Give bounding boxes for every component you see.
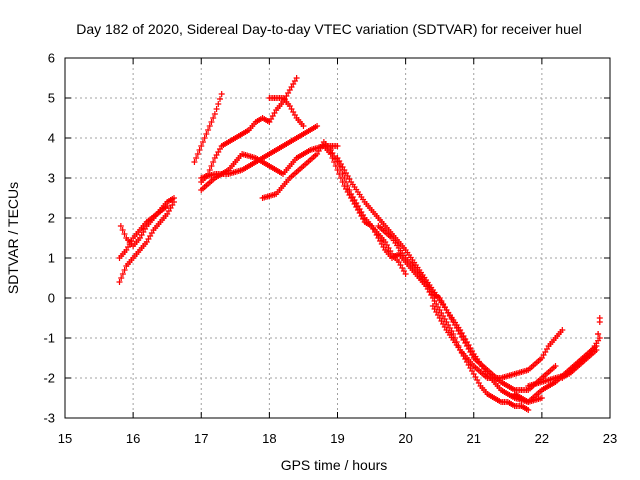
x-tick-label: 23 — [603, 431, 617, 446]
series-track-i — [266, 95, 307, 129]
data-point — [116, 279, 123, 285]
x-tick-label: 17 — [194, 431, 208, 446]
data-point — [201, 135, 208, 141]
data-point — [119, 227, 126, 233]
data-point — [196, 147, 203, 153]
series-track-q — [559, 335, 603, 381]
chart-title: Day 182 of 2020, Sidereal Day-to-day VTE… — [76, 21, 582, 37]
data-point — [194, 151, 201, 157]
data-point — [213, 106, 220, 112]
series-track-d — [191, 91, 225, 165]
data-point — [215, 101, 222, 107]
data-point — [331, 159, 338, 165]
data-point — [329, 155, 336, 161]
data-point — [198, 143, 205, 149]
data-point — [327, 151, 334, 157]
data-point — [171, 195, 177, 201]
y-axis-label: SDTVAR / TECUs — [5, 182, 21, 294]
data-point — [300, 123, 307, 129]
data-point — [121, 267, 128, 273]
data-point — [191, 159, 198, 165]
data-point — [337, 175, 344, 181]
data-point — [559, 327, 566, 333]
data-point — [334, 143, 341, 149]
data-point — [314, 123, 321, 129]
x-axis: 15 16 17 18 19 20 21 22 23 — [58, 58, 617, 446]
data-point — [119, 271, 126, 277]
series-track-m — [375, 223, 559, 393]
x-tick-label: 19 — [330, 431, 344, 446]
data-point — [208, 119, 215, 125]
x-tick-label: 15 — [58, 431, 72, 446]
x-tick-label: 16 — [126, 431, 140, 446]
x-axis-label: GPS time / hours — [281, 457, 388, 473]
data-point — [538, 395, 545, 401]
y-tick-label: 1 — [48, 251, 55, 266]
x-tick-label: 21 — [467, 431, 481, 446]
y-tick-label: -1 — [43, 331, 55, 346]
series-track-e — [198, 75, 300, 185]
data-point — [210, 159, 217, 165]
data-point — [216, 96, 223, 102]
y-axis: -3 -2 -1 0 1 2 3 4 5 6 — [43, 51, 610, 426]
x-tick-label: 18 — [262, 431, 276, 446]
x-tick-label: 22 — [535, 431, 549, 446]
series-track-g — [198, 143, 341, 193]
data-point — [596, 335, 603, 341]
y-tick-label: 4 — [48, 131, 55, 146]
data-point — [205, 127, 212, 133]
data-point — [596, 315, 603, 321]
y-tick-label: 5 — [48, 91, 55, 106]
data-point — [402, 271, 409, 277]
data-point — [525, 407, 532, 413]
data-point — [118, 275, 125, 281]
data-point — [211, 111, 218, 117]
x-tick-label: 20 — [398, 431, 412, 446]
data-point — [199, 139, 206, 145]
data-point — [552, 363, 559, 369]
data-point — [164, 203, 171, 209]
y-tick-label: 2 — [48, 211, 55, 226]
data-point — [450, 331, 457, 337]
grid-lines — [65, 58, 610, 418]
y-tick-label: 3 — [48, 171, 55, 186]
y-tick-label: -2 — [43, 371, 55, 386]
series-track-a — [116, 199, 177, 285]
data-series-group — [116, 75, 603, 413]
data-point — [332, 163, 339, 169]
series-track-c — [116, 203, 171, 261]
data-point — [339, 179, 346, 185]
data-point — [208, 163, 215, 169]
series-track-k — [320, 143, 532, 413]
series-track-l — [334, 155, 545, 405]
data-point — [593, 347, 600, 353]
data-point — [210, 115, 217, 121]
data-point — [203, 131, 210, 137]
data-point — [334, 167, 341, 173]
data-point — [121, 231, 128, 237]
data-point — [595, 331, 602, 337]
data-point — [293, 75, 300, 81]
data-point — [117, 223, 124, 229]
y-tick-label: -3 — [43, 411, 55, 426]
y-tick-label: 0 — [48, 291, 55, 306]
data-point — [206, 167, 213, 173]
data-point — [336, 171, 343, 177]
data-point — [206, 123, 213, 129]
series-track-n — [429, 303, 566, 381]
y-tick-label: 6 — [48, 51, 55, 66]
data-point — [193, 155, 200, 161]
data-point — [218, 91, 225, 97]
